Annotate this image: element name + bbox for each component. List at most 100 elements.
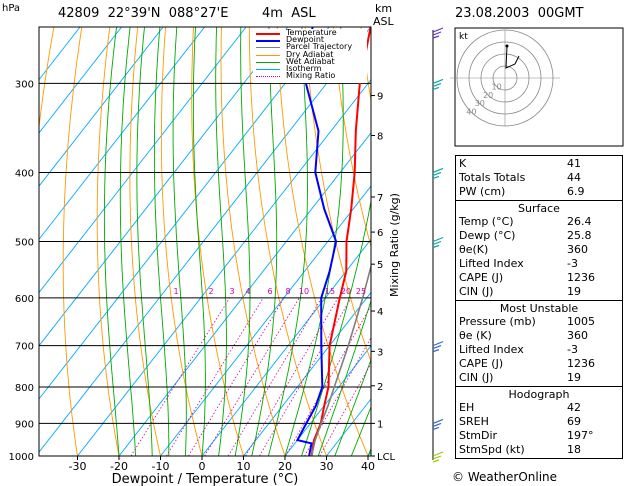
surface-row-label: CAPE (J) <box>459 271 504 284</box>
wind-barb <box>432 341 444 353</box>
wind-barb <box>432 78 444 90</box>
hodograph-table: Hodograph EH 42 SREH 69 StmDir 197° StmSpd (kt… <box>455 387 623 459</box>
hodograph-ring-label: 40 <box>466 108 476 117</box>
most-unstable-row-value: 1236 <box>567 357 595 370</box>
legend-label: Mixing Ratio <box>286 71 336 81</box>
surface-row-value: 1236 <box>567 271 595 284</box>
dry-adiabat-line <box>191 27 244 456</box>
station-label: 42809 22°39'N 088°27'E <box>58 6 229 21</box>
km-tick-label: 9 <box>377 92 383 103</box>
hodograph-row-value: 197° <box>567 429 594 442</box>
x-tick-label: -30 <box>69 460 87 473</box>
wet-adiabat-line <box>284 27 344 456</box>
mixing-ratio-label: 15 <box>325 287 335 296</box>
most-unstable-row: Pressure (mb) 1005 <box>459 315 619 329</box>
legend-swatch <box>256 47 280 49</box>
series-temperature-line <box>310 27 371 456</box>
surface-row: Dewp (°C) 25.8 <box>459 229 619 243</box>
hodograph-row-label: StmDir <box>459 429 498 442</box>
dry-adiabat-line <box>129 27 161 456</box>
pressure-tick-label: 400 <box>15 168 34 179</box>
x-tick-label: 40 <box>361 460 375 473</box>
surface-table: Surface Temp (°C) 26.4 Dewp (°C) 25.8 θe(K) 3… <box>455 201 623 301</box>
surface-row: CIN (J) 19 <box>459 285 619 299</box>
stats-row-value: 41 <box>567 157 581 170</box>
most-unstable-row: CIN (J) 19 <box>459 371 619 385</box>
most-unstable-row-value: 19 <box>567 371 581 384</box>
x-tick-label: 10 <box>237 460 251 473</box>
hodograph-row: EH 42 <box>459 401 619 415</box>
wet-adiabat-line <box>317 299 371 456</box>
x-tick-label: -10 <box>152 460 170 473</box>
plot-frame <box>38 26 372 457</box>
km-tick-label: 6 <box>377 228 383 239</box>
mixing-ratio-label: 6 <box>267 287 272 296</box>
wet-adiabat-line <box>267 27 308 456</box>
hodograph-row-value: 18 <box>567 443 581 456</box>
most-unstable-row-value: 360 <box>567 329 588 342</box>
hodograph-row-value: 69 <box>567 415 581 428</box>
wind-barb <box>432 167 444 180</box>
wet-adiabat-line <box>103 27 120 456</box>
surface-row-value: -3 <box>567 257 578 270</box>
mixing-ratio-line <box>245 297 339 456</box>
most-unstable-row-label: Pressure (mb) <box>459 315 536 328</box>
pressure-unit-label: hPa <box>2 3 21 14</box>
km-tick-label: 7 <box>377 193 383 204</box>
mixing-ratio-axis-label: Mixing Ratio (g/kg) <box>388 193 401 297</box>
elevation-label: 4m ASL <box>262 6 316 21</box>
km-tick-label: 3 <box>377 347 383 358</box>
surface-row-label: Lifted Index <box>459 257 524 270</box>
x-tick-label: -20 <box>110 460 128 473</box>
legend-label: Isotherm <box>286 63 322 73</box>
stats-row: PW (cm) 6.9 <box>459 185 619 199</box>
isotherm-line <box>39 27 164 187</box>
wind-barb <box>432 27 444 39</box>
surface-row-label: Temp (°C) <box>459 215 514 228</box>
legend-swatch <box>256 33 280 35</box>
mixing-ratio-line <box>285 305 371 456</box>
wet-adiabat-line <box>215 27 227 456</box>
most-unstable-row: CAPE (J) 1236 <box>459 357 619 371</box>
legend-entry: Temperature <box>254 28 366 37</box>
mixing-ratio-label: 10 <box>299 287 309 296</box>
hodograph-ring-label: 10 <box>492 82 502 91</box>
legend-swatch <box>256 54 280 56</box>
surface-row-label: CIN (J) <box>459 285 494 298</box>
mixing-ratio-label: 8 <box>285 287 290 296</box>
legend-swatch <box>256 61 280 63</box>
hodograph-row: SREH 69 <box>459 415 619 429</box>
hodograph-row-label: EH <box>459 401 475 414</box>
mixing-ratio-label: 2 <box>208 287 213 296</box>
legend-entry: Parcel Trajectory <box>254 42 366 52</box>
x-axis-label: Dewpoint / Temperature (°C) <box>112 472 299 486</box>
wind-barb <box>432 236 444 249</box>
dry-adiabat-line <box>160 27 203 456</box>
dry-adiabat-line <box>62 27 83 456</box>
datetime-label: 23.08.2003 00GMT <box>455 6 584 21</box>
stats-row: Totals Totals 44 <box>459 171 619 185</box>
km-tick-label: 4 <box>377 307 383 318</box>
most-unstable-row-label: CIN (J) <box>459 371 494 384</box>
most-unstable-table: Most Unstable Pressure (mb) 1005 θe (K) 360… <box>455 301 623 387</box>
surface-row: θe(K) 360 <box>459 243 619 257</box>
stats-row-value: 44 <box>567 171 581 184</box>
legend-label: Parcel Trajectory <box>286 42 353 52</box>
mixing-ratio-label: 1 <box>173 287 178 296</box>
x-tick-label: 0 <box>199 460 206 473</box>
legend-entry: Wet Adiabat <box>254 57 366 66</box>
surface-row-value: 26.4 <box>567 215 592 228</box>
hodograph-row-label: SREH <box>459 415 489 428</box>
legend-swatch <box>256 68 280 70</box>
legend-entry: Isotherm <box>254 63 366 73</box>
most-unstable-row: Lifted Index -3 <box>459 343 619 357</box>
surface-title: Surface <box>518 202 560 215</box>
hodograph-ring-label: 20 <box>483 91 493 100</box>
pressure-tick-label: 900 <box>15 419 34 430</box>
stats-table: K 41 Totals Totals 44 PW (cm) 6.9 <box>455 155 623 201</box>
wet-adiabat-line <box>136 27 153 456</box>
mixing-ratio-label: 25 <box>356 287 366 296</box>
stats-panel: K 41 Totals Totals 44 PW (cm) 6.9 Surface Tem… <box>455 155 623 459</box>
wet-adiabat-line <box>350 405 371 456</box>
